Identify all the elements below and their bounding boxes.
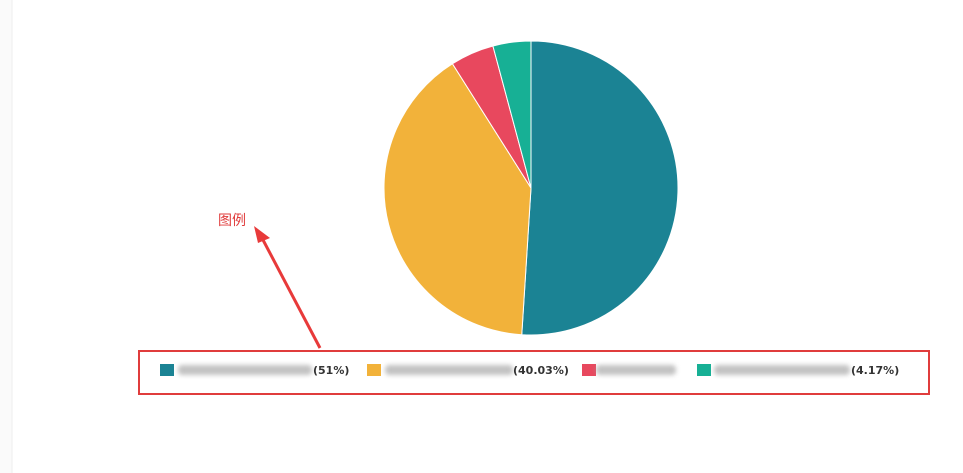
blurred-text xyxy=(385,365,513,375)
legend-swatch xyxy=(160,364,174,376)
legend-label: (51%) xyxy=(313,364,349,377)
legend-label: (4.17%) xyxy=(851,364,899,377)
legend: (51%) (40.03%) (4.17%) xyxy=(160,364,899,377)
legend-swatch xyxy=(367,364,381,376)
pie-slice xyxy=(521,40,679,336)
blurred-text xyxy=(596,365,676,375)
pie-slice xyxy=(383,63,532,336)
highlight-box xyxy=(138,350,930,395)
pie-slice xyxy=(492,40,532,189)
legend-label: (40.03%) xyxy=(513,364,569,377)
blurred-text xyxy=(714,365,850,375)
pie xyxy=(383,40,679,336)
arrow-head xyxy=(254,226,270,243)
blurred-text xyxy=(178,365,312,375)
annotation: 图例 xyxy=(218,213,246,229)
legend-swatch xyxy=(697,364,711,376)
arrow-shaft xyxy=(260,237,322,349)
sidebar-edge xyxy=(0,0,12,473)
legend-swatch xyxy=(582,364,596,376)
